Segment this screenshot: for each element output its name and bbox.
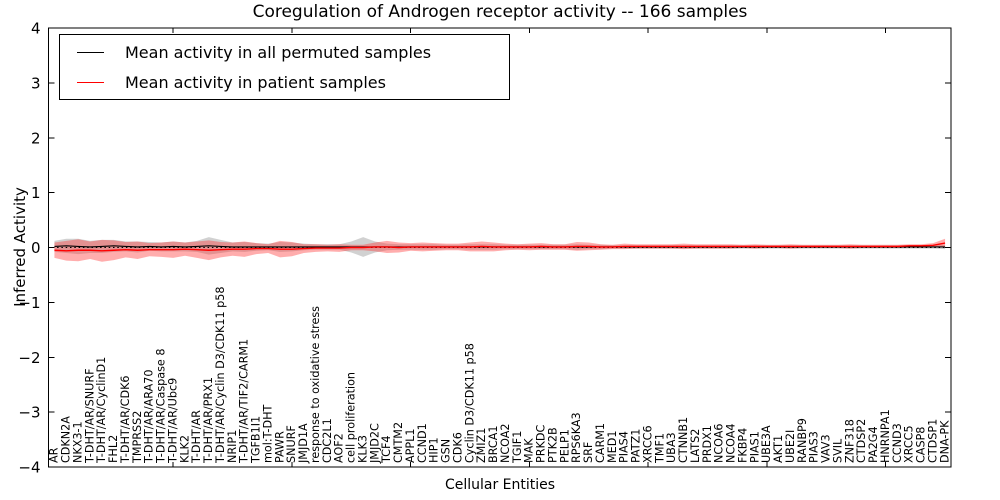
- x-category-label: DNA-PK: [938, 420, 951, 463]
- chart-title: Coregulation of Androgen receptor activi…: [252, 2, 748, 22]
- x-category-label: JMJD1A: [297, 423, 310, 464]
- legend-label-patient: Mean activity in patient samples: [125, 72, 386, 92]
- y-tick-label: −4: [18, 459, 40, 477]
- x-category-label: CASP8: [915, 427, 928, 463]
- x-category-label: UBA3: [665, 432, 678, 463]
- x-category-label: HIP1: [428, 437, 441, 463]
- x-category-label: PAWR: [273, 431, 286, 463]
- y-tick-label: −3: [18, 404, 40, 422]
- x-category-label: PIAS4: [618, 431, 631, 463]
- x-axis-label: Cellular Entities: [444, 477, 556, 493]
- y-tick-label: 2: [31, 129, 41, 147]
- x-category-label: UBE3A: [760, 425, 773, 463]
- x-category-label: RPS6KA3: [570, 412, 583, 463]
- x-category-label: CDK6: [451, 432, 464, 463]
- x-category-label: KLK2: [178, 435, 191, 463]
- x-category-label: NKX3-1: [71, 421, 84, 463]
- patient-std-band: [54, 238, 946, 262]
- x-category-label: AOF2: [333, 433, 346, 463]
- legend: Mean activity in all permuted samples Me…: [59, 34, 510, 100]
- x-category-label: XRCC5: [903, 425, 916, 463]
- x-category-label: RANBP9: [796, 418, 809, 463]
- x-category-label: GSN: [440, 439, 453, 463]
- x-category-label: T-DHT/AR/ARA70: [143, 369, 156, 464]
- patient-line-sample-icon: [77, 81, 104, 83]
- x-category-label: XRCC6: [641, 425, 654, 463]
- x-category-label: MED1: [606, 431, 619, 463]
- patient-mean-line: [54, 242, 946, 252]
- x-category-label: mol:T-DHT: [261, 405, 274, 463]
- x-category-label: SVIL: [831, 438, 844, 463]
- y-tick-label: 3: [31, 74, 41, 92]
- legend-label-permuted: Mean activity in all permuted samples: [125, 42, 432, 62]
- x-category-label: Cyclin D3/CDK11 p58: [463, 343, 476, 463]
- x-category-label: TMPRSS2: [131, 411, 144, 464]
- y-tick-label: 1: [31, 184, 41, 202]
- x-category-label: cell proliferation: [345, 372, 358, 463]
- x-category-label: JMJD2C: [368, 423, 381, 464]
- x-category-label: CTDSP2: [855, 419, 868, 463]
- x-category-label: SNURF: [285, 425, 298, 463]
- x-category-label: T-DHT/AR/CDK6: [119, 375, 132, 464]
- x-category-label: TGFB1I1: [250, 416, 263, 464]
- x-category-label: TGIF1: [511, 431, 524, 464]
- x-category-label: T-DHT/AR: [190, 410, 203, 464]
- x-category-label: MAK: [523, 438, 536, 463]
- x-category-label: NCOA6: [713, 423, 726, 463]
- x-category-label: VAV3: [820, 434, 833, 463]
- x-category-label: PA2G4: [867, 426, 880, 463]
- x-category-label: ZNF318: [843, 419, 856, 463]
- x-category-label: TMF1: [653, 433, 666, 464]
- x-category-label: CARM1: [594, 423, 607, 463]
- legend-entry-permuted: Mean activity in all permuted samples: [60, 37, 509, 67]
- x-category-label: UBE2I: [784, 430, 797, 463]
- y-tick-label: −2: [18, 349, 40, 367]
- x-category-label: PATZ1: [630, 429, 643, 463]
- x-category-label: CCND3: [891, 423, 904, 463]
- x-category-label: AR: [48, 447, 61, 463]
- x-category-label: HNRNPA1: [879, 409, 892, 463]
- x-category-label: PRDX1: [701, 425, 714, 463]
- x-category-label: CCND1: [416, 423, 429, 463]
- x-category-label: PRKDC: [535, 425, 548, 463]
- x-category-label: CMTM2: [392, 422, 405, 463]
- x-category-label: T-DHT/AR/TIF2/CARM1: [238, 339, 251, 464]
- x-category-label: NCOA4: [725, 423, 738, 463]
- y-tick-label: −1: [18, 294, 40, 312]
- x-category-label: FKBP4: [736, 428, 749, 463]
- x-category-label: T-DHT/AR/Caspase 8: [155, 348, 168, 464]
- y-axis-label: Inferred Activity: [11, 187, 29, 307]
- x-category-label: CTNNB1: [677, 417, 690, 463]
- x-category-label: T-DHT/AR/PRX1: [202, 377, 215, 464]
- x-category-label: CDC2L1: [321, 418, 334, 463]
- x-category-label: SRF: [582, 442, 595, 463]
- x-category-label: TCF4: [380, 435, 393, 464]
- x-category-label: PIAS1: [748, 431, 761, 463]
- x-category-label: T-DHT/AR/CyclinD1: [95, 357, 108, 464]
- x-category-label: NCOA2: [499, 423, 512, 463]
- x-category-label: CDKN2A: [60, 416, 73, 463]
- x-category-label: T-DHT/AR/Ubc9: [166, 378, 179, 464]
- x-category-label: NRIP1: [226, 430, 239, 463]
- x-category-label: PTK2B: [546, 427, 559, 463]
- permuted-line-sample-icon: [77, 51, 104, 53]
- x-category-label: BRCA1: [487, 426, 500, 463]
- x-category-label: response to oxidative stress: [309, 306, 322, 463]
- x-category-label: AKT1: [772, 435, 785, 463]
- x-category-label: T-DHT/AR/SNURF: [83, 368, 96, 464]
- x-category-label: T-DHT/AR/Cyclin D3/CDK11 p58: [214, 286, 227, 464]
- legend-entry-patient: Mean activity in patient samples: [60, 67, 509, 97]
- y-tick-label: 4: [31, 20, 41, 38]
- x-category-label: ZMIZ1: [475, 428, 488, 463]
- x-category-label: PIAS3: [808, 431, 821, 463]
- x-category-label: APPL1: [404, 429, 417, 464]
- y-tick-label: 0: [31, 239, 41, 257]
- x-category-label: KLK3: [356, 435, 369, 463]
- x-category-label: PELP1: [558, 429, 571, 463]
- x-category-label: LATS2: [689, 429, 702, 463]
- x-category-label: FHL2: [107, 435, 120, 463]
- x-category-label: CTDSP1: [926, 419, 939, 463]
